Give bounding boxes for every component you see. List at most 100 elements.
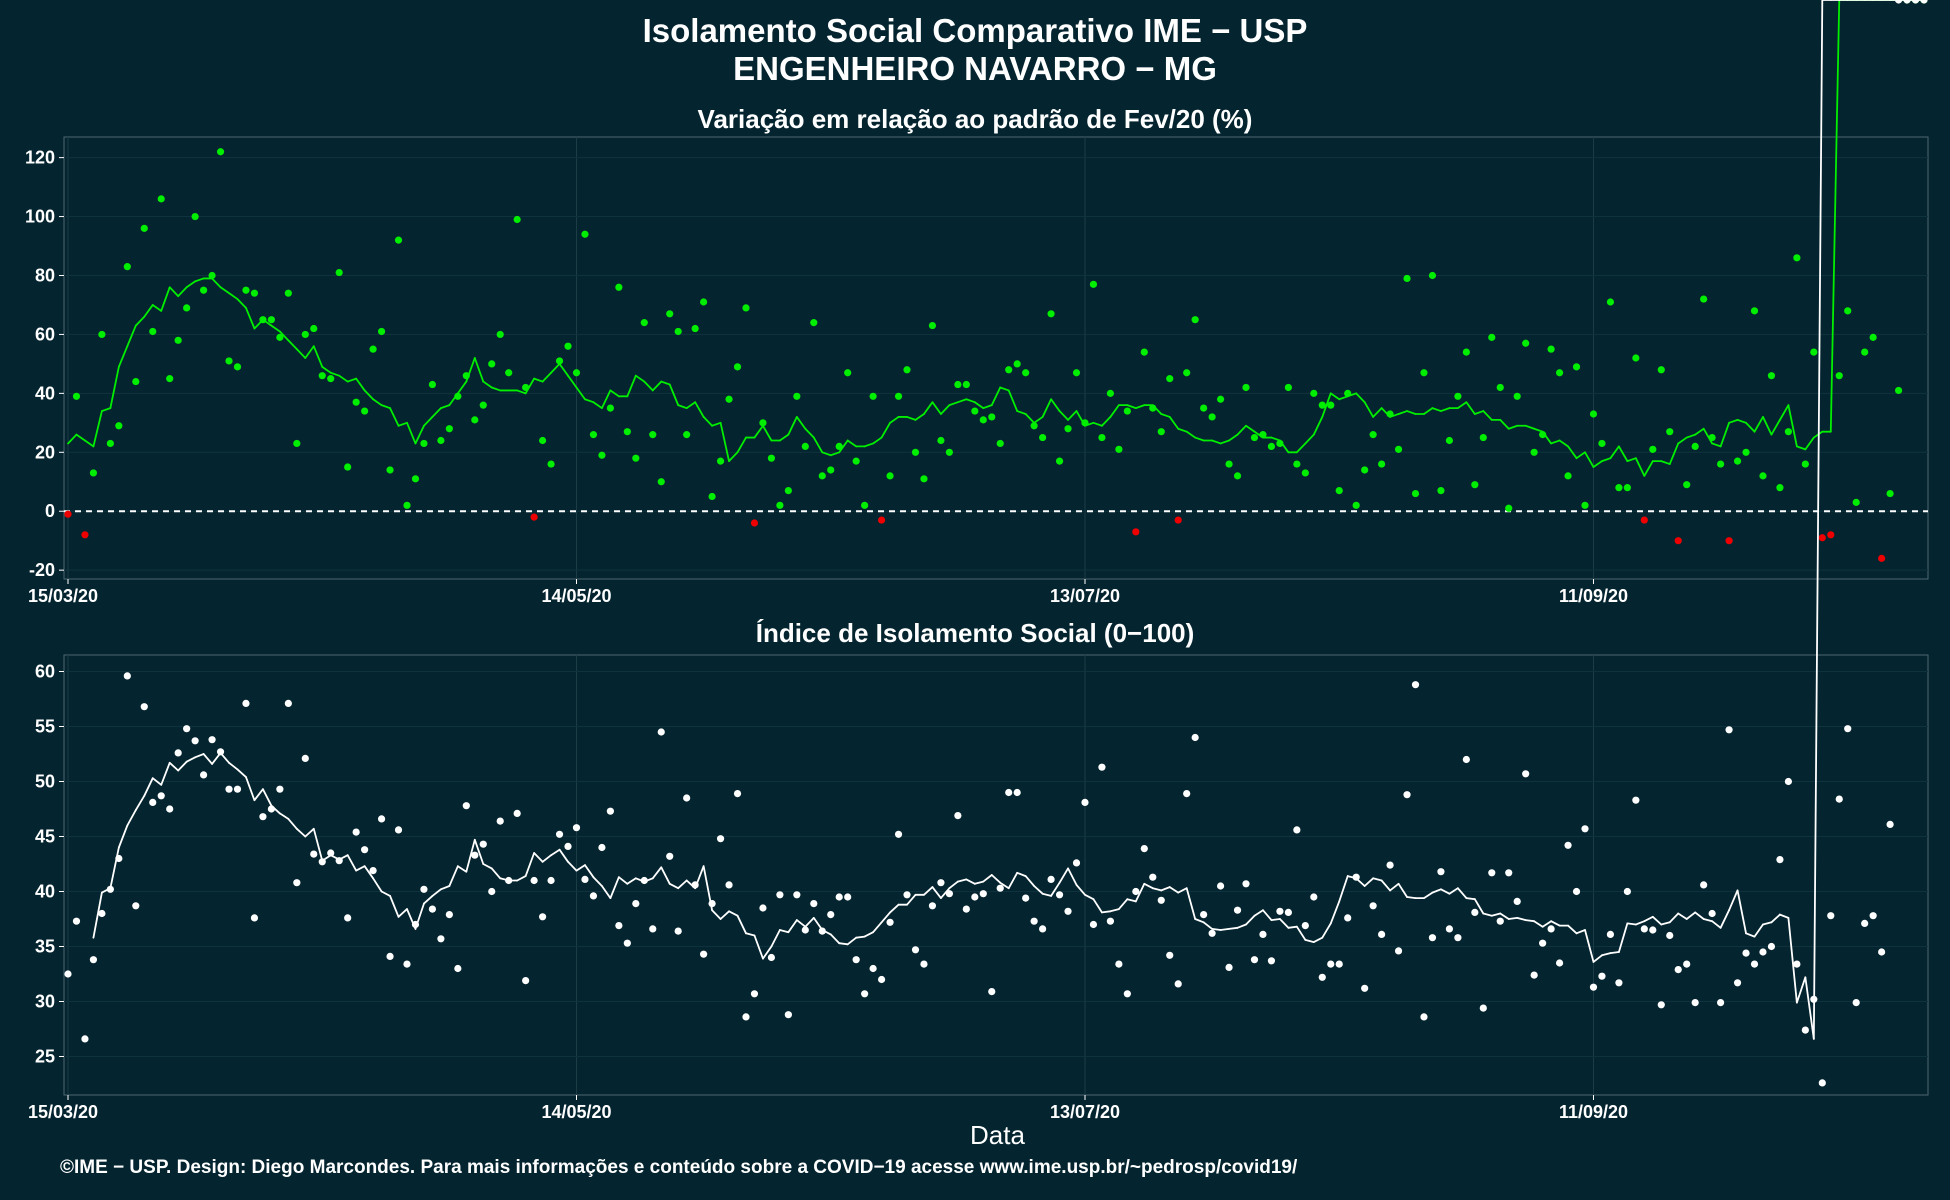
panel2-trend-segment — [1601, 952, 1612, 957]
panel2-trend-segment — [1329, 900, 1341, 925]
panel2-point — [242, 699, 250, 708]
panel1-point — [877, 516, 886, 524]
panel1-trend-segment — [1329, 392, 1341, 401]
panel2-point — [310, 850, 318, 858]
panel2-point — [666, 852, 674, 860]
panel1-point — [1242, 383, 1250, 392]
panel2-trend-segment — [1219, 928, 1230, 931]
panel2-point — [1378, 930, 1386, 939]
panel2-point — [386, 952, 394, 961]
panel2-point — [1572, 887, 1581, 896]
panel2-point — [1183, 790, 1191, 798]
panel2-point — [327, 849, 335, 857]
panel2-trend-segment — [829, 933, 841, 945]
panel2-point — [1386, 861, 1394, 869]
panel2-trend-segment — [999, 881, 1010, 890]
panel1-point — [1632, 354, 1640, 362]
panel2-point — [1157, 896, 1165, 904]
panel1-point — [352, 398, 360, 406]
panel1-trend-segment — [194, 277, 205, 283]
panel2-point — [1505, 869, 1513, 877]
panel2-trend-segment — [948, 880, 959, 890]
panel2-point — [1598, 972, 1606, 980]
panel2-point — [1742, 949, 1750, 957]
panel2-trend-segment — [1516, 917, 1527, 921]
panel2-trend-segment — [389, 895, 400, 918]
panel2-point — [1072, 859, 1081, 867]
panel2-point — [1115, 960, 1123, 968]
panel2-trend-segment — [1117, 898, 1129, 910]
panel2-trend-segment — [1389, 882, 1400, 892]
panel2-point — [1827, 912, 1835, 920]
panel1-trend-segment — [1168, 416, 1180, 430]
panel2-point — [471, 851, 479, 859]
panel1-point — [1869, 333, 1877, 341]
panel1-trend-segment — [1423, 407, 1434, 415]
panel2-point — [615, 922, 623, 930]
panel1-trend-segment — [1745, 421, 1756, 433]
panel2-trend-segment — [1109, 908, 1120, 913]
panel1-title: Variação em relação ao padrão de Fev/20 … — [697, 104, 1253, 134]
panel2-point — [996, 884, 1004, 892]
panel1-point — [437, 436, 445, 445]
panel1-trend-segment — [914, 413, 925, 421]
panel1-point — [1039, 433, 1047, 442]
panel2-point — [216, 748, 225, 756]
panel2-point — [1276, 907, 1284, 915]
panel2-trend-segment — [1372, 877, 1383, 882]
panel1-trend-segment — [812, 436, 824, 454]
panel2-point — [250, 914, 259, 922]
panel1-point — [683, 431, 691, 439]
panel1-point — [369, 345, 377, 353]
panel1-trend-segment — [389, 407, 400, 427]
panel1-point — [89, 469, 98, 477]
panel1-trend-segment — [1363, 401, 1375, 418]
panel2-trend-segment — [1533, 920, 1544, 928]
panel1-point — [615, 283, 623, 291]
panel2-trend-segment — [1584, 929, 1595, 963]
panel1-point — [1378, 460, 1386, 468]
panel1-trend-segment — [1677, 436, 1688, 445]
panel1-point — [1072, 369, 1081, 377]
panel2-point — [454, 964, 462, 973]
panel1-trend-segment — [1592, 460, 1603, 468]
panel2-point — [1132, 887, 1140, 896]
panel2-point — [1691, 999, 1699, 1007]
panel2-point — [1039, 925, 1047, 933]
panel2-trend-segment — [1151, 887, 1163, 892]
panel2-point — [1301, 922, 1309, 930]
panel2-point — [1149, 873, 1157, 881]
panel1-point — [1725, 537, 1733, 545]
panel2-point — [1496, 917, 1504, 925]
panel1-point — [555, 357, 564, 365]
panel2-point — [479, 840, 487, 848]
panel2-point — [1606, 930, 1615, 939]
panel1-trend-segment — [109, 365, 120, 409]
panel1-trend-segment — [694, 401, 705, 418]
panel1-trend-segment — [1736, 418, 1747, 424]
panel1-point — [123, 263, 131, 271]
panel2-point — [674, 927, 682, 935]
panel2-title: Índice de Isolamento Social (0−100) — [755, 618, 1195, 648]
panel2-trend-segment — [448, 865, 459, 887]
panel2-point — [361, 846, 369, 854]
panel1-trend-segment — [846, 439, 858, 448]
panel1-point — [1683, 481, 1691, 489]
panel2-trend-segment — [1643, 915, 1654, 923]
panel1-trend-segment — [609, 389, 620, 398]
panel1-point — [1759, 472, 1767, 480]
panel1-point — [1539, 431, 1547, 439]
panel1-trend-segment — [1236, 424, 1247, 436]
panel2-trend-segment — [380, 890, 391, 897]
panel1-point — [827, 466, 835, 474]
panel1-point — [928, 321, 937, 330]
panel1-point — [861, 501, 869, 509]
panel2-point — [1547, 925, 1555, 933]
panel2-point — [318, 858, 326, 866]
panel2-trend-segment — [1228, 926, 1239, 930]
panel1-point — [1733, 457, 1742, 465]
panel1-trend-segment — [1134, 404, 1146, 409]
panel2-point — [1530, 971, 1538, 979]
panel1-trend-segment — [439, 404, 451, 409]
